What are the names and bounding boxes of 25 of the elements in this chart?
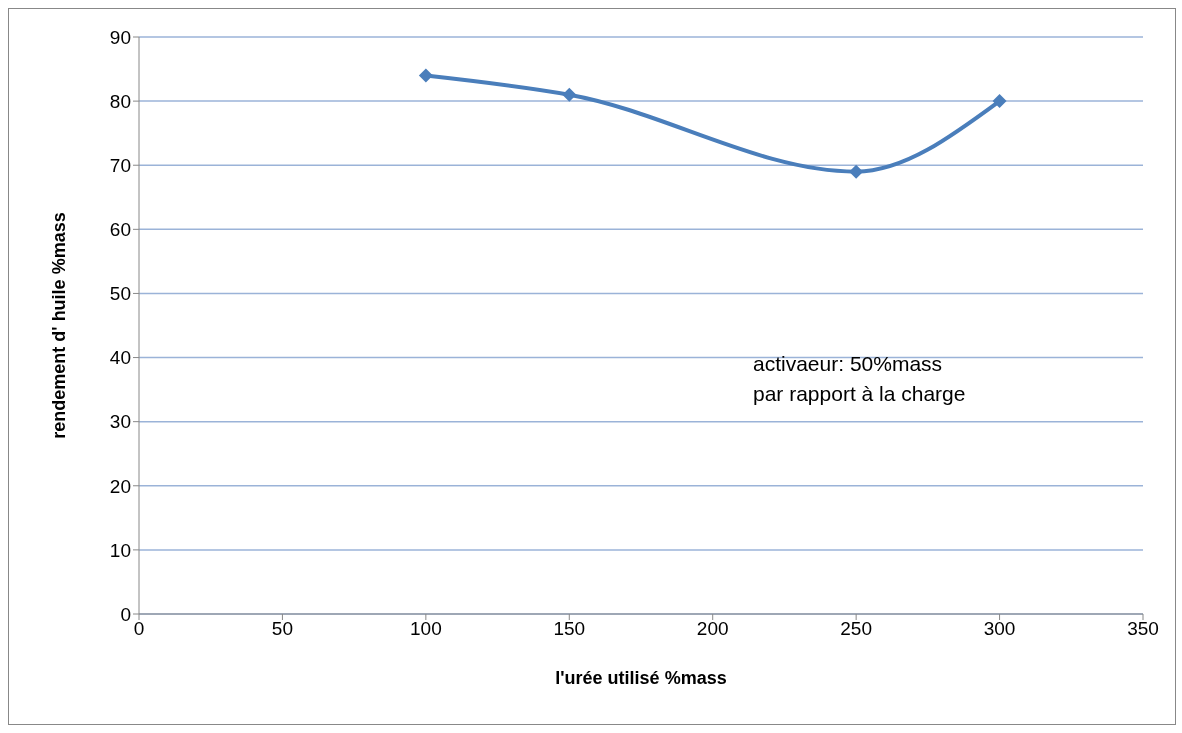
y-tick-label: 40: [109, 347, 131, 369]
x-tick-label: 250: [840, 618, 872, 640]
y-axis-title: rendement d' huile %mass: [49, 212, 70, 439]
x-tick-label: 0: [133, 618, 145, 640]
x-tick-label: 350: [1127, 618, 1159, 640]
x-tick-label: 50: [271, 618, 293, 640]
x-tick-label: 300: [983, 618, 1016, 640]
point: [849, 164, 864, 179]
y-tick-label: 0: [120, 603, 131, 625]
y-tick-label: 10: [109, 539, 131, 561]
y-tick-label: 50: [109, 283, 131, 305]
y-tick-label: 70: [109, 154, 131, 176]
x-tick-label: 200: [696, 618, 729, 640]
point: [418, 68, 433, 83]
y-tick-label: 60: [109, 219, 131, 241]
y-tick-label: 80: [109, 90, 131, 112]
annotation: activaeur: 50%mass par rapport à la charge: [753, 351, 966, 407]
x-tick-label: 150: [553, 618, 586, 640]
x-tick-label: 100: [410, 618, 442, 640]
point: [992, 94, 1007, 109]
y-tick-label: 30: [109, 411, 131, 433]
y-tick-label: 20: [109, 475, 131, 497]
point: [562, 87, 577, 102]
y-tick-label: 90: [109, 26, 131, 48]
x-axis-title: l'urée utilisé %mass: [555, 668, 727, 688]
